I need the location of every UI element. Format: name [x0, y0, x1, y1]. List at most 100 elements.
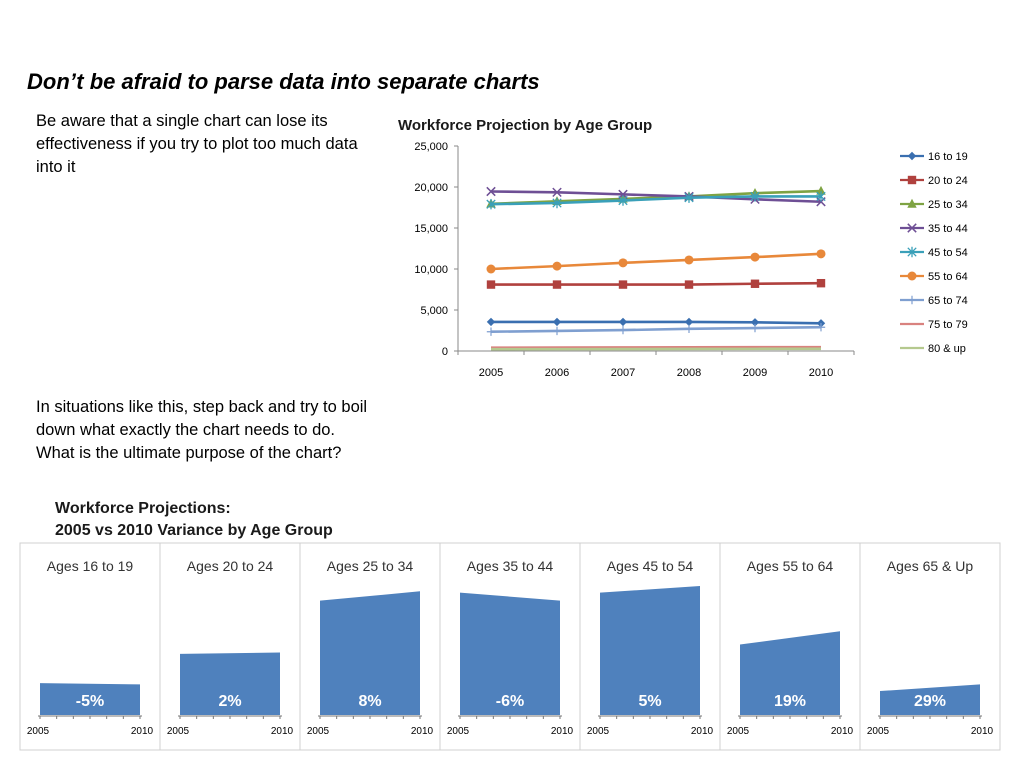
panel-1: Ages 16 to 19 -5% 2005 2010 [27, 558, 154, 737]
series-75-to-79 [490, 345, 822, 350]
panel-label: Ages 20 to 24 [187, 558, 274, 574]
data-point [552, 326, 562, 336]
series-20-to-24 [486, 278, 826, 289]
panel-4: Ages 35 to 44 -6% 2005 2010 [439, 543, 574, 750]
variance-chart-title-line-2: 2005 vs 2010 Variance by Age Group [55, 522, 333, 539]
legend-label: 75 to 79 [928, 319, 968, 331]
x-tick-label: 2008 [677, 367, 701, 379]
legend-label: 55 to 64 [928, 271, 968, 283]
legend-label: 80 & up [928, 343, 966, 355]
data-point [618, 280, 628, 289]
legend-label: 65 to 74 [928, 295, 968, 307]
line-chart-title: Workforce Projection by Age Group [398, 117, 652, 134]
data-point [552, 261, 562, 271]
data-point [907, 295, 917, 305]
x-tick-label-start: 2005 [307, 726, 330, 737]
panel-7: Ages 65 & Up 29% 2005 2010 [859, 543, 994, 750]
legend-label: 45 to 54 [928, 247, 968, 259]
series-line [490, 252, 822, 271]
legend-label: 25 to 34 [928, 199, 968, 211]
legend-label: 35 to 44 [928, 223, 968, 235]
x-tick-label-start: 2005 [27, 726, 50, 737]
data-point [750, 318, 760, 327]
series-16-to-19 [486, 317, 826, 328]
legend-entry: 35 to 44 [900, 223, 968, 235]
data-point [907, 151, 917, 161]
legend-entry: 75 to 79 [900, 319, 968, 331]
panel-label: Ages 45 to 54 [607, 558, 694, 574]
x-tick-label-end: 2010 [971, 726, 994, 737]
variance-label: 19% [774, 693, 806, 710]
data-point [552, 197, 562, 209]
x-tick-label-end: 2010 [551, 726, 574, 737]
variance-label: 8% [358, 693, 381, 710]
slide-title: Don’t be afraid to parse data into separ… [27, 69, 540, 94]
legend-entry: 65 to 74 [900, 295, 968, 307]
data-point [816, 278, 826, 288]
x-tick-label-start: 2005 [447, 726, 470, 737]
legend-entry: 45 to 54 [900, 246, 968, 259]
x-tick-label-end: 2010 [831, 726, 854, 737]
panel-label: Ages 35 to 44 [467, 558, 554, 574]
x-tick-label-end: 2010 [691, 726, 714, 737]
variance-label: 5% [638, 693, 661, 710]
data-point [816, 191, 826, 202]
variance-area [320, 591, 420, 715]
data-point [486, 199, 496, 210]
y-tick-label: 5,000 [420, 305, 448, 317]
y-tick-label: 25,000 [414, 141, 448, 153]
panel-3: Ages 25 to 34 8% 2005 2010 [299, 543, 434, 750]
body-text-2: In situations like this, step back and t… [36, 398, 368, 462]
x-tick-label: 2005 [479, 367, 503, 379]
data-point [750, 323, 760, 333]
variance-area [740, 631, 840, 715]
variance-area [180, 652, 280, 715]
variance-label: -6% [496, 693, 524, 710]
data-point [486, 280, 496, 289]
data-point [816, 323, 826, 332]
series-65-to-74 [486, 323, 826, 336]
x-tick-label-start: 2005 [867, 726, 890, 737]
data-point [618, 258, 628, 268]
series-line [490, 325, 822, 334]
data-point [618, 325, 628, 335]
variance-label: 2% [218, 693, 241, 710]
data-point [486, 264, 496, 274]
data-point [684, 324, 694, 334]
data-point [907, 246, 917, 258]
data-point [684, 280, 694, 289]
variance-area [460, 592, 560, 715]
data-point [486, 186, 496, 197]
panel-6: Ages 55 to 64 19% 2005 2010 [719, 543, 854, 750]
y-tick-label: 20,000 [414, 182, 448, 194]
data-point [750, 279, 760, 288]
variance-label: -5% [76, 693, 104, 710]
data-point [552, 280, 562, 289]
panel-label: Ages 25 to 34 [327, 558, 414, 574]
data-point [684, 192, 694, 203]
legend-entry: 20 to 24 [900, 175, 968, 187]
series-line [490, 345, 822, 350]
body-text-1: Be aware that a single chart can lose it… [36, 112, 358, 176]
legend-entry: 55 to 64 [900, 271, 968, 283]
variance-chart-title: Workforce Projections: 2005 vs 2010 Vari… [55, 498, 333, 542]
series-55-to-64 [486, 249, 826, 274]
data-point [486, 317, 496, 327]
x-tick-label-start: 2005 [727, 726, 750, 737]
data-point [684, 255, 694, 265]
series-45-to-54 [486, 191, 826, 210]
variance-panel-group: Ages 16 to 19 -5% 2005 2010 Ages 20 to 24 2% 2… [19, 542, 1001, 751]
variance-label: 29% [914, 693, 946, 710]
legend-label: 20 to 24 [928, 175, 968, 187]
panel-label: Ages 55 to 64 [747, 558, 834, 574]
data-point [486, 327, 496, 336]
x-tick-label: 2010 [809, 367, 833, 379]
legend-entry: 16 to 19 [900, 151, 968, 163]
x-tick-label-start: 2005 [167, 726, 190, 737]
data-point [907, 198, 917, 208]
data-point [684, 317, 694, 327]
x-tick-label-end: 2010 [131, 726, 154, 737]
data-point [750, 252, 760, 262]
x-tick-label: 2007 [611, 367, 635, 379]
